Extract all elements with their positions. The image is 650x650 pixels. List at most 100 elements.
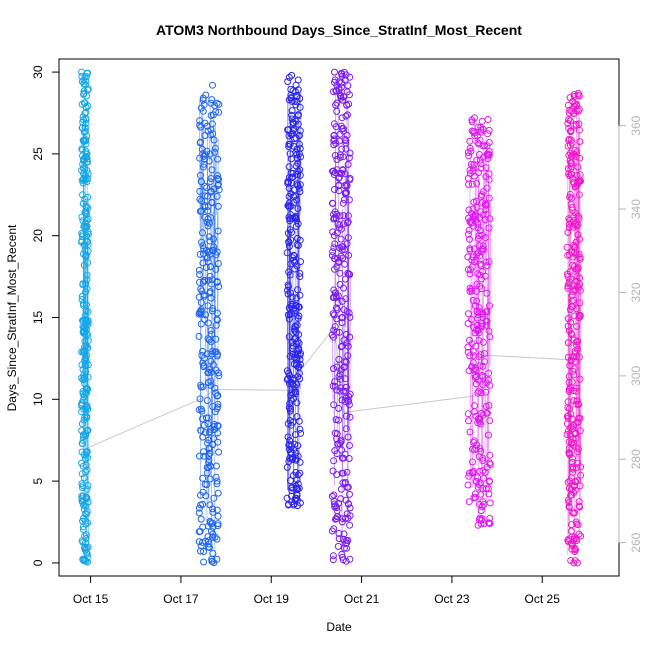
data-point (82, 451, 90, 459)
data-point (83, 466, 91, 474)
data-point (82, 448, 90, 456)
data-point (78, 399, 86, 407)
data-point (464, 174, 472, 182)
data-point (469, 359, 477, 367)
data-point (213, 477, 221, 485)
data-point (83, 271, 91, 279)
data-point (337, 436, 345, 444)
data-point (564, 404, 572, 411)
data-point (466, 166, 474, 174)
data-point (480, 153, 487, 161)
data-point (209, 557, 216, 565)
data-point (84, 558, 91, 566)
data-point (84, 482, 92, 489)
data-point (290, 382, 298, 390)
data-point (484, 130, 492, 138)
data-point (343, 189, 350, 197)
data-point (291, 265, 299, 273)
data-point (210, 246, 218, 254)
data-point (335, 535, 343, 543)
data-point (339, 254, 347, 262)
data-point (466, 270, 474, 278)
data-point (573, 341, 580, 349)
data-point (339, 515, 347, 523)
data-point (82, 557, 90, 565)
data-point (331, 500, 338, 508)
data-point (84, 247, 92, 255)
data-point (565, 503, 573, 511)
series-4-points (328, 68, 354, 565)
data-point (197, 299, 205, 307)
data-point (294, 480, 302, 488)
data-point (346, 504, 354, 512)
data-point (485, 176, 493, 184)
y-tick-label: 10 (31, 392, 45, 406)
data-point (199, 538, 206, 546)
data-point (199, 229, 206, 237)
data-point (285, 178, 293, 186)
data-point (465, 206, 473, 214)
data-point (574, 282, 581, 290)
data-point (573, 222, 581, 230)
data-point (201, 480, 209, 488)
data-point (208, 96, 216, 104)
data-point (333, 471, 341, 479)
data-point (338, 70, 346, 78)
data-point (83, 550, 91, 558)
data-point (469, 347, 477, 355)
data-point (287, 405, 295, 413)
data-point (296, 127, 304, 135)
data-point (346, 390, 354, 398)
data-point (283, 463, 291, 471)
data-point (486, 499, 494, 507)
data-point (210, 435, 217, 443)
data-point (205, 429, 213, 437)
data-point (477, 351, 485, 359)
data-point (340, 284, 347, 292)
data-point (337, 366, 345, 374)
y-axis-label: Days_Since_StratInf_Most_Recent (5, 224, 19, 411)
data-point (84, 519, 92, 527)
data-point (285, 239, 293, 247)
data-point (337, 252, 345, 260)
data-point (570, 150, 578, 158)
data-point (340, 358, 348, 366)
data-point (479, 474, 487, 482)
data-point (288, 115, 296, 123)
data-point (204, 202, 212, 210)
data-point (339, 314, 347, 321)
data-point (479, 498, 487, 506)
data-point (346, 271, 354, 278)
data-point (574, 337, 581, 345)
data-point (203, 464, 211, 471)
data-point (214, 422, 222, 430)
data-point (215, 108, 223, 116)
data-point (199, 433, 207, 441)
data-point (84, 385, 92, 393)
data-point (331, 240, 339, 248)
data-point (330, 167, 338, 175)
data-point (483, 210, 491, 218)
data-point (214, 438, 222, 446)
data-point (571, 209, 579, 217)
data-point (83, 389, 90, 397)
data-point (331, 255, 338, 263)
data-point (468, 180, 476, 188)
data-point (81, 544, 89, 552)
data-point (200, 354, 208, 362)
data-point (475, 336, 483, 344)
data-point (344, 536, 352, 544)
data-point (292, 328, 300, 336)
data-point (196, 527, 204, 535)
data-point (344, 219, 351, 227)
data-point (334, 254, 342, 262)
data-point (575, 250, 583, 258)
data-point (470, 245, 478, 253)
data-point (296, 469, 304, 477)
data-point (80, 89, 88, 97)
data-point (475, 480, 483, 488)
data-point (485, 519, 493, 527)
data-point (288, 107, 296, 115)
data-point (346, 149, 354, 157)
